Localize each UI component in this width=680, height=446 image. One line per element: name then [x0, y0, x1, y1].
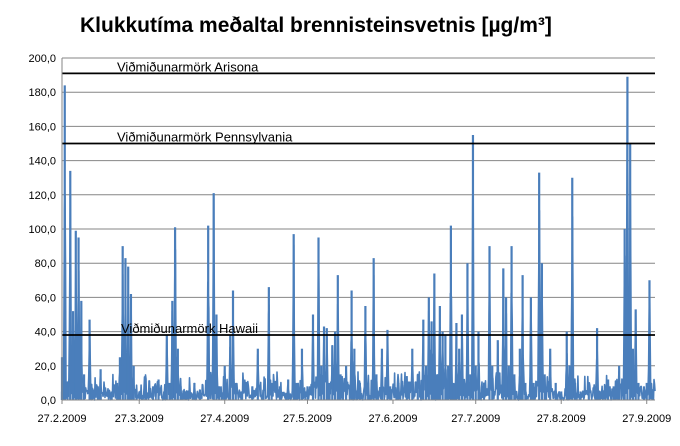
y-tick-label: 20,0	[35, 361, 56, 373]
y-tick-label: 60,0	[35, 292, 56, 304]
x-tick-label: 27.8.2009	[537, 413, 586, 425]
y-tick-label: 160,0	[28, 121, 56, 133]
x-tick-label: 27.9.2009	[622, 413, 671, 425]
reference-line-label: Viðmiðunarmörk Pennsylvania	[117, 130, 293, 145]
x-tick-label: 27.6.2009	[369, 413, 418, 425]
x-tick-label: 27.2.2009	[38, 413, 87, 425]
y-tick-label: 100,0	[28, 224, 56, 236]
reference-line-label: Viðmiðunarmörk Hawaii	[121, 321, 258, 336]
chart-title: Klukkutíma meðaltal brennisteinsvetnis […	[80, 14, 552, 37]
x-tick-label: 27.4.2009	[200, 413, 249, 425]
y-tick-label: 200,0	[28, 53, 56, 65]
x-tick-label: 27.7.2009	[451, 413, 500, 425]
gridlines	[62, 57, 655, 367]
y-tick-label: 80,0	[35, 258, 56, 270]
axes: 0,0 20,0 40,0 60,0 80,0 100,0 120,0 140,0 160,0 1…	[28, 53, 671, 425]
x-tick-label: 27.3.2009	[115, 413, 164, 425]
y-tick-label: 140,0	[28, 156, 56, 168]
y-tick-label: 40,0	[35, 327, 56, 339]
reference-line-label: Viðmiðunarmörk Arisona	[117, 59, 259, 74]
y-tick-label: 120,0	[28, 190, 56, 202]
y-tick-label: 0,0	[41, 395, 56, 407]
y-tick-label: 180,0	[28, 87, 56, 99]
x-tick-label: 27.5.2009	[283, 413, 332, 425]
reference-lines: Viðmiðunarmörk Arisona Viðmiðunarmörk Pen…	[62, 59, 655, 336]
series-plot	[60, 76, 656, 401]
